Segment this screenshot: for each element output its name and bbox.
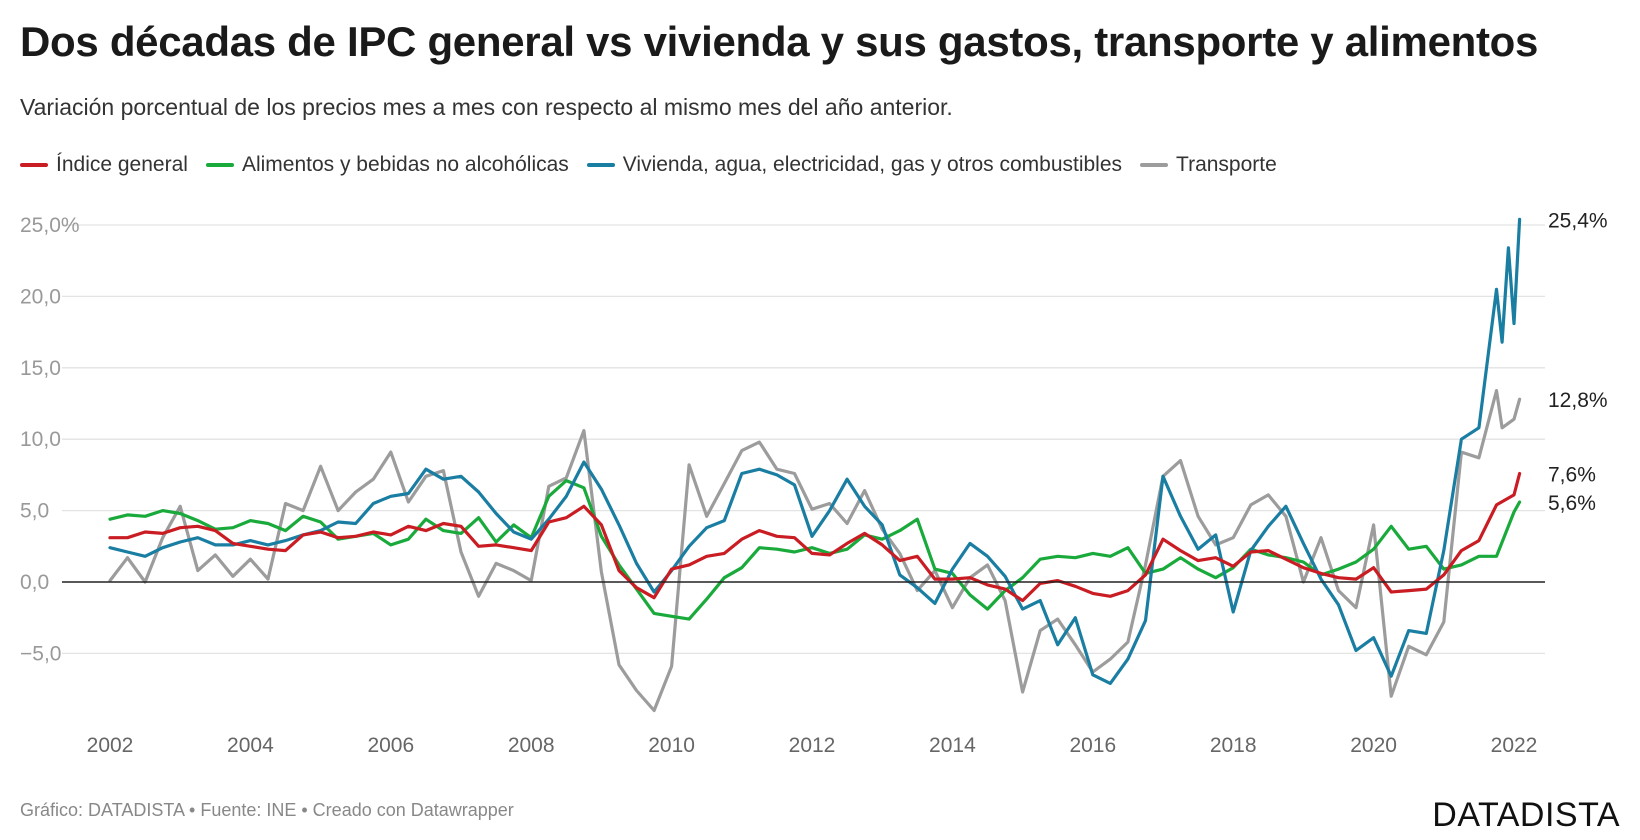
legend-label-transporte: Transporte — [1176, 153, 1277, 176]
end-label-alimentos: 5,6% — [1548, 492, 1596, 515]
x-tick-label: 2002 — [87, 734, 134, 757]
x-tick-label: 2016 — [1069, 734, 1116, 757]
y-tick-label: 0,0 — [20, 571, 49, 594]
x-tick-label: 2006 — [367, 734, 414, 757]
legend-label-alimentos: Alimentos y bebidas no alcohólicas — [241, 153, 569, 176]
legend-label-general: Índice general — [56, 153, 188, 176]
x-tick-label: 2008 — [508, 734, 555, 757]
legend-swatch-general — [20, 163, 48, 167]
end-label-transporte: 12,8% — [1548, 389, 1608, 412]
legend-item-general[interactable]: Índice general — [20, 153, 188, 177]
chart-legend: Índice general Alimentos y bebidas no al… — [20, 153, 1295, 177]
chart-footer: Gráfico: DATADISTA • Fuente: INE • Cread… — [20, 800, 514, 820]
x-tick-label: 2012 — [789, 734, 836, 757]
y-tick-label: 25,0% — [20, 214, 80, 237]
x-tick-label: 2020 — [1350, 734, 1397, 757]
legend-item-vivienda[interactable]: Vivienda, agua, electricidad, gas y otro… — [586, 153, 1123, 177]
y-tick-label: 10,0 — [20, 428, 61, 451]
series-line-vivienda — [108, 217, 1522, 685]
legend-swatch-vivienda — [586, 163, 615, 167]
y-tick-label: 20,0 — [20, 285, 61, 308]
x-tick-label: 2018 — [1210, 734, 1257, 757]
x-tick-label: 2022 — [1491, 734, 1538, 757]
chart-title: Dos décadas de IPC general vs vivienda y… — [20, 18, 1539, 65]
y-tick-label: 5,0 — [20, 500, 49, 523]
y-tick-label: 15,0 — [20, 357, 61, 380]
brand-logo: DATADISTA — [1432, 796, 1620, 834]
legend-swatch-transporte — [1140, 163, 1169, 167]
legend-item-transporte[interactable]: Transporte — [1140, 153, 1277, 177]
end-label-general: 7,6% — [1548, 463, 1596, 486]
legend-swatch-alimentos — [205, 163, 234, 167]
x-tick-label: 2004 — [227, 734, 274, 757]
series-line-general — [108, 471, 1522, 603]
end-label-vivienda: 25,4% — [1548, 209, 1608, 232]
legend-label-vivienda: Vivienda, agua, electricidad, gas y otro… — [622, 153, 1123, 176]
y-tick-label: −5,0 — [20, 642, 61, 665]
legend-item-alimentos[interactable]: Alimentos y bebidas no alcohólicas — [205, 153, 569, 177]
x-tick-label: 2010 — [648, 734, 695, 757]
x-tick-label: 2014 — [929, 734, 976, 757]
chart-subtitle: Variación porcentual de los precios mes … — [20, 94, 953, 120]
